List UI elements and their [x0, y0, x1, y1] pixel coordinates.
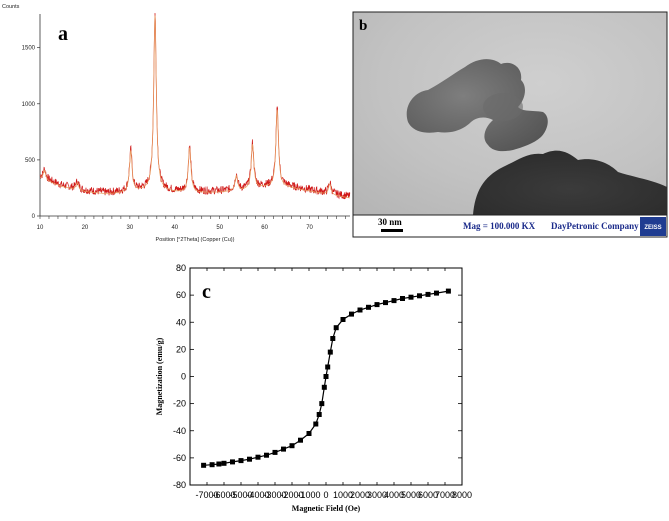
xrd-y-tick-label: 500 [25, 158, 36, 164]
mag-y-tick-label: -20 [173, 399, 186, 409]
mag-data-point [319, 401, 325, 407]
xrd-raw-trace [39, 12, 351, 200]
mag-data-point [221, 460, 227, 466]
xrd-x-tick-label: 40 [171, 225, 178, 231]
mag-data-point [434, 290, 439, 296]
xrd-chart: 0 500 1000 1500 10 20 30 40 50 60 70 Counts Position… [2, 4, 351, 243]
mag-x-tick-label: -4000 [246, 490, 269, 500]
xrd-x-tick-label: 70 [306, 225, 313, 231]
mag-data-point [330, 336, 336, 341]
mag-data-point [391, 298, 397, 304]
panel-label-c: c [202, 281, 211, 303]
mag-data-point [366, 304, 371, 310]
mag-y-tick-label: -60 [173, 453, 186, 463]
mag-data-point [230, 459, 235, 465]
mag-data-point [400, 296, 405, 301]
mag-data-point [316, 412, 322, 417]
mag-data-point [281, 446, 286, 452]
mag-data-point [340, 317, 346, 322]
magnetization-chart: -80 -60 -40 -20 0 20 40 60 80 -7000-6000-5000-400… [155, 263, 472, 513]
mag-data-point [408, 294, 414, 300]
tem-particle-upper [406, 59, 548, 152]
mag-x-tick-label: -1000 [297, 490, 320, 500]
xrd-y-tick-label: 1500 [22, 46, 36, 52]
xrd-x-tick-label: 50 [216, 225, 223, 231]
mag-data-point [306, 431, 312, 436]
mag-data-point [321, 384, 327, 390]
mag-x-tick-label: 1000 [333, 490, 353, 500]
mag-data-point [327, 349, 333, 355]
mag-data-point [425, 291, 431, 297]
mag-y-tick-label: -40 [173, 426, 186, 436]
mag-data-point [383, 300, 388, 306]
mag-data-point [323, 374, 329, 379]
tem-particle-shade [483, 93, 523, 121]
mag-x-tick-label: 5000 [401, 490, 421, 500]
mag-x-tick-label: 8000 [452, 490, 472, 500]
scale-bar [381, 229, 403, 232]
mag-data-point [349, 311, 354, 317]
xrd-y-axis-title: Counts [2, 4, 20, 10]
mag-x-tick-label: 7000 [435, 490, 455, 500]
mag-y-tick-label: 40 [176, 317, 186, 327]
tem-particle-lower [473, 150, 667, 215]
xrd-y-tick-label: 0 [32, 214, 36, 220]
mag-data-point [289, 443, 295, 449]
mag-y-tick-label: 80 [176, 263, 186, 273]
xrd-panel: 0 500 1000 1500 10 20 30 40 50 60 70 Counts Position… [0, 0, 352, 250]
mag-y-tick-label: 20 [176, 344, 186, 354]
company-label: DayPetronic Company [551, 221, 639, 231]
mag-data-point [272, 449, 278, 455]
mag-data-point [357, 307, 363, 313]
xrd-x-tick-label: 10 [37, 225, 44, 231]
mag-y-tick-label: 0 [181, 372, 186, 382]
panel-label-a: a [58, 23, 68, 45]
mag-x-tick-label: -6000 [212, 490, 235, 500]
magnetization-panel: -80 -60 -40 -20 0 20 40 60 80 -7000 -6000 -5000 -400… [150, 260, 472, 521]
mag-y-axis-title: Magnetization (emu/g) [155, 337, 164, 415]
mag-x-tick-label: 2000 [350, 490, 370, 500]
mag-x-axis-title: Magnetic Field (Oe) [292, 504, 361, 513]
mag-x-tick-label: -7000 [195, 490, 218, 500]
mag-x-tick-label: 4000 [384, 490, 404, 500]
mag-data-point [417, 293, 422, 299]
zeiss-logo [640, 217, 666, 236]
mag-data-point [209, 462, 215, 468]
mag-y-tick-label: 60 [176, 290, 186, 300]
tem-image: 30 nm Mag = 100.000 KX DayPetronic Compa… [352, 11, 668, 238]
mag-data-point [325, 364, 331, 370]
mag-x-tick-label: -3000 [263, 490, 286, 500]
mag-x-tick-label: 0 [323, 490, 328, 500]
mag-data-point [238, 458, 244, 464]
tem-caption-bar [352, 214, 668, 238]
xrd-x-tick-label: 20 [82, 225, 89, 231]
mag-x-tick-label: -5000 [229, 490, 252, 500]
mag-data-point [255, 454, 261, 460]
xrd-x-axis-title: Position [°2Theta] (Copper (Cu)) [156, 237, 235, 243]
tem-panel: 30 nm Mag = 100.000 KX DayPetronic Compa… [352, 11, 668, 238]
xrd-x-tick-label: 60 [261, 225, 268, 231]
mag-x-tick-label: 6000 [418, 490, 438, 500]
mag-data-point [201, 462, 207, 468]
mag-data-point [374, 302, 380, 308]
mag-data-point [264, 452, 269, 458]
xrd-y-tick-label: 1000 [22, 102, 36, 108]
mag-data-point [298, 437, 303, 443]
mag-x-tick-label: -2000 [280, 490, 303, 500]
xrd-x-tick-label: 30 [127, 225, 134, 231]
mag-data-point [445, 288, 451, 294]
xrd-fit-trace [40, 15, 350, 199]
mag-x-tick-label: 3000 [367, 490, 387, 500]
mag-y-tick-label: -80 [173, 480, 186, 490]
mag-data-point [313, 421, 319, 427]
mag-data-point [216, 461, 222, 467]
mag-data-point [247, 456, 252, 462]
zeiss-logo-text: ZEISS [644, 225, 661, 231]
scale-bar-label: 30 nm [378, 217, 402, 227]
mag-data-point [333, 325, 339, 331]
magnification-label: Mag = 100.000 KX [463, 221, 536, 231]
